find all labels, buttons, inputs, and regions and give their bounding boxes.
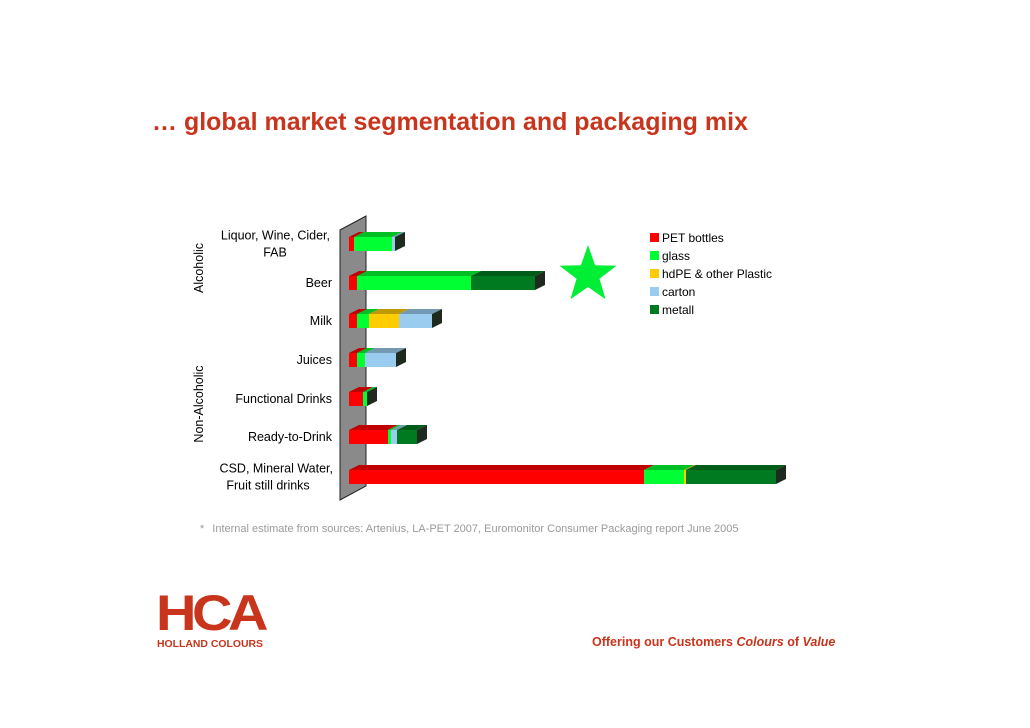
legend-swatch bbox=[650, 251, 659, 260]
category-label: Fruit still drinks bbox=[226, 479, 309, 493]
bar-segment bbox=[363, 392, 367, 406]
bar-segment-top bbox=[363, 387, 377, 392]
category-label: Beer bbox=[306, 276, 332, 290]
bar-segment-top bbox=[388, 425, 401, 430]
category-label: Liquor, Wine, Cider, bbox=[221, 229, 330, 243]
bar-segment-top bbox=[349, 309, 367, 314]
bar-segment bbox=[349, 392, 363, 406]
bar-segment bbox=[365, 353, 396, 367]
tagline-part1: Offering our Customers bbox=[592, 635, 733, 649]
logo-text: HCA bbox=[156, 586, 267, 641]
category-labels: Liquor, Wine, Cider, FAB Beer Milk Juices Fun… bbox=[220, 229, 333, 493]
category-label: Ready-to-Drink bbox=[248, 430, 333, 444]
bar-end-cap bbox=[396, 348, 406, 367]
legend-label: metall bbox=[662, 303, 694, 317]
bar-segment bbox=[369, 314, 399, 328]
bar-segment-top bbox=[349, 425, 398, 430]
bar-segment-top bbox=[684, 465, 696, 470]
group-label: Alcoholic bbox=[192, 243, 206, 293]
logo-subtitle: HOLLAND COLOURS bbox=[157, 639, 263, 650]
category-label: FAB bbox=[263, 246, 287, 260]
bar-segment-top bbox=[349, 232, 364, 237]
tagline-part3: of bbox=[787, 635, 800, 649]
group-labels: Alcoholic Non-Alcoholic bbox=[192, 243, 206, 443]
logo-graphic: HCA HOLLAND COLOURS bbox=[156, 585, 271, 650]
bar-segment bbox=[357, 276, 471, 290]
bar-segment bbox=[349, 430, 388, 444]
bar-segment bbox=[357, 353, 365, 367]
hca-logo: HCA HOLLAND COLOURS bbox=[156, 585, 271, 657]
star-icon bbox=[559, 245, 617, 300]
legend: PET bottles glass hdPE & other Plastic cart… bbox=[650, 231, 772, 317]
footnote-text: Internal estimate from sources: Artenius… bbox=[212, 523, 739, 535]
bar-end-cap bbox=[432, 309, 442, 328]
legend-swatch bbox=[650, 269, 659, 278]
bar-end-cap bbox=[395, 232, 405, 251]
bar-segment bbox=[349, 276, 357, 290]
bar-segment-top bbox=[392, 232, 405, 237]
legend-swatch bbox=[650, 233, 659, 242]
bar-segment bbox=[354, 237, 392, 251]
tagline-part4: Value bbox=[802, 635, 836, 649]
group-label: Non-Alcoholic bbox=[192, 365, 206, 442]
bar-segment bbox=[392, 237, 395, 251]
legend-swatch bbox=[650, 305, 659, 314]
bar-segment bbox=[644, 470, 684, 484]
category-label: Juices bbox=[297, 353, 332, 367]
bar-segment-top bbox=[357, 309, 379, 314]
bar-segment bbox=[397, 430, 417, 444]
bar-segment bbox=[684, 470, 686, 484]
footnote: * Internal estimate from sources: Arteniu… bbox=[200, 523, 739, 535]
legend-label: hdPE & other Plastic bbox=[662, 267, 772, 281]
bar-segment bbox=[349, 237, 354, 251]
bar-segment-top bbox=[349, 387, 373, 392]
bar-end-cap bbox=[535, 271, 545, 290]
legend-label: carton bbox=[662, 285, 695, 299]
category-label: CSD, Mineral Water, bbox=[220, 462, 333, 476]
bar-segment-top bbox=[357, 348, 375, 353]
bar-segment bbox=[349, 353, 357, 367]
bar-segment-top bbox=[471, 271, 545, 276]
bar-segment bbox=[391, 430, 397, 444]
bar-end-cap bbox=[776, 465, 786, 484]
bar-segment bbox=[388, 430, 391, 444]
bar-segment bbox=[399, 314, 432, 328]
bar-end-cap bbox=[367, 387, 377, 406]
bar-segment-top bbox=[349, 465, 654, 470]
category-label: Milk bbox=[310, 314, 333, 328]
bar-segment-top bbox=[357, 271, 481, 276]
tagline: Offering our Customers Colours of Value bbox=[592, 635, 835, 649]
page-title: … global market segmentation and packagi… bbox=[152, 108, 748, 136]
bar-segment-top bbox=[365, 348, 406, 353]
bar-segment-top bbox=[349, 271, 367, 276]
bar-segment-top bbox=[644, 465, 694, 470]
footnote-marker: * bbox=[200, 523, 205, 535]
tagline-part2: Colours bbox=[736, 635, 784, 649]
bar-segment bbox=[349, 470, 644, 484]
bar-segment-top bbox=[391, 425, 407, 430]
bar-segment bbox=[686, 470, 776, 484]
bar-segment bbox=[349, 314, 357, 328]
bar-segment-top bbox=[399, 309, 442, 314]
bar-end-cap bbox=[417, 425, 427, 444]
bar-segment-top bbox=[369, 309, 409, 314]
category-label: Functional Drinks bbox=[235, 392, 332, 406]
bar-segment bbox=[357, 314, 369, 328]
bar-segment-top bbox=[349, 348, 367, 353]
legend-label: glass bbox=[662, 249, 690, 263]
legend-swatch bbox=[650, 287, 659, 296]
bar-segment-top bbox=[686, 465, 786, 470]
bar-segment-top bbox=[354, 232, 402, 237]
bar-segment bbox=[471, 276, 535, 290]
legend-label: PET bottles bbox=[662, 231, 724, 245]
bars bbox=[349, 232, 786, 484]
